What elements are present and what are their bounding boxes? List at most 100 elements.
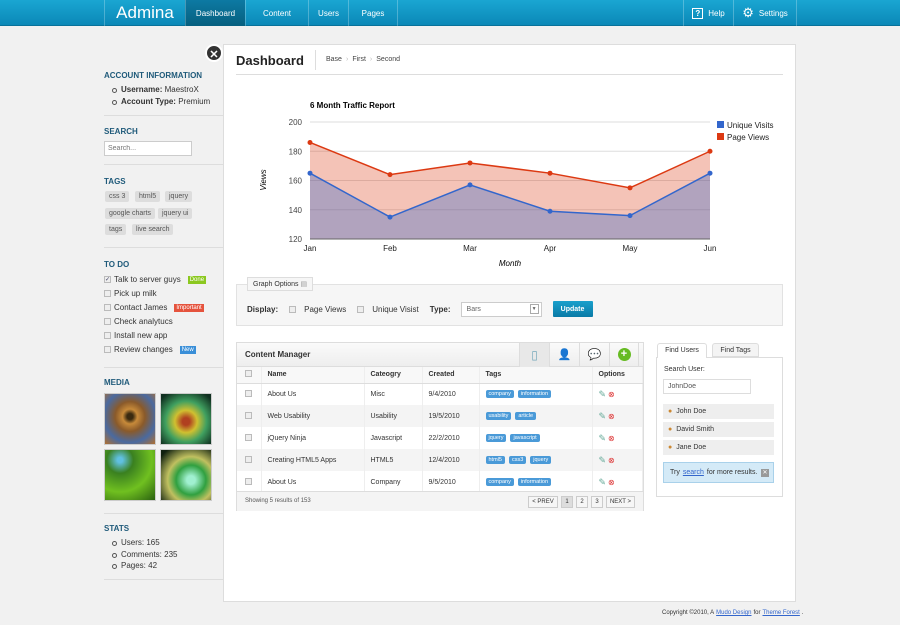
nav-dashboard[interactable]: Dashboard bbox=[185, 0, 245, 26]
tag[interactable]: css 3 bbox=[105, 191, 130, 202]
table-row[interactable]: Creating HTML5 Apps HTML5 12/4/2010 html… bbox=[237, 449, 643, 471]
page-button[interactable]: 3 bbox=[591, 496, 603, 508]
logo[interactable]: Admina bbox=[104, 0, 185, 26]
column-header[interactable]: Tags bbox=[479, 367, 593, 384]
designer-link[interactable]: Mudo Design bbox=[716, 610, 752, 616]
tab-find-users[interactable]: Find Users bbox=[657, 343, 707, 358]
row-name[interactable]: About Us bbox=[261, 471, 365, 493]
graph-options-toggle[interactable]: Graph Options ▤ bbox=[247, 277, 314, 291]
row-checkbox[interactable] bbox=[245, 411, 252, 419]
media-thumbnail[interactable] bbox=[104, 393, 156, 445]
delete-icon[interactable]: ⊗ bbox=[608, 411, 615, 421]
table-row[interactable]: Web Usability Usability 19/5/2010 usabil… bbox=[237, 405, 643, 427]
todo-item[interactable]: Install new app bbox=[104, 331, 167, 340]
delete-icon[interactable]: ⊗ bbox=[608, 455, 615, 465]
nav-pages[interactable]: Pages bbox=[348, 0, 398, 26]
tag-badge[interactable]: html5 bbox=[485, 456, 505, 464]
todo-checkbox[interactable] bbox=[104, 318, 111, 325]
tag-badge[interactable]: company bbox=[485, 478, 514, 486]
help-button[interactable]: ? Help bbox=[683, 0, 733, 26]
media-thumbnail[interactable] bbox=[160, 393, 212, 445]
tag[interactable]: jquery bbox=[165, 191, 193, 202]
tag[interactable]: tags bbox=[105, 224, 127, 235]
user-icon[interactable]: 👤 bbox=[549, 343, 579, 367]
chart-type-select[interactable]: Bars ▼ bbox=[460, 301, 542, 317]
delete-icon[interactable]: ⊗ bbox=[608, 433, 615, 443]
row-name[interactable]: jQuery Ninja bbox=[261, 427, 365, 449]
edit-icon[interactable]: ✎ bbox=[598, 432, 607, 443]
todo-checkbox[interactable] bbox=[104, 332, 111, 339]
next-page-button[interactable]: NEXT > bbox=[606, 496, 635, 508]
unique-visits-checkbox[interactable] bbox=[357, 305, 365, 313]
prev-page-button[interactable]: < PREV bbox=[528, 496, 558, 508]
todo-item[interactable]: ✓ Talk to server guys Done bbox=[104, 275, 207, 284]
user-result[interactable]: ● Jane Doe bbox=[663, 440, 774, 455]
page-button[interactable]: 1 bbox=[561, 496, 573, 508]
breadcrumb-item[interactable]: First bbox=[352, 56, 366, 63]
row-checkbox[interactable] bbox=[245, 389, 252, 397]
delete-icon[interactable]: ⊗ bbox=[608, 477, 615, 487]
todo-checkbox[interactable]: ✓ bbox=[104, 276, 111, 283]
todo-item[interactable]: Pick up milk bbox=[104, 289, 157, 298]
delete-icon[interactable]: ⊗ bbox=[608, 389, 615, 399]
add-icon[interactable]: + bbox=[609, 343, 639, 367]
sidebar-search-input[interactable] bbox=[104, 141, 192, 156]
column-header[interactable]: Cateogry bbox=[364, 367, 423, 384]
edit-icon[interactable]: ✎ bbox=[598, 388, 607, 399]
tag-badge[interactable]: usability bbox=[485, 412, 512, 420]
tab-find-tags[interactable]: Find Tags bbox=[712, 343, 759, 357]
search-link[interactable]: search bbox=[682, 469, 704, 476]
column-header[interactable]: Name bbox=[261, 367, 365, 384]
breadcrumb-item[interactable]: Base bbox=[326, 56, 342, 63]
todo-item[interactable]: Contact James Important bbox=[104, 303, 204, 312]
theme-forest-link[interactable]: Theme Forest bbox=[762, 610, 800, 616]
tag[interactable]: jquery ui bbox=[158, 208, 193, 219]
nav-users[interactable]: Users bbox=[308, 0, 348, 26]
tag-badge[interactable]: article bbox=[515, 412, 537, 420]
row-checkbox[interactable] bbox=[245, 477, 252, 485]
media-thumbnail[interactable] bbox=[160, 449, 212, 501]
tag-badge[interactable]: jquery bbox=[485, 434, 507, 442]
row-checkbox[interactable] bbox=[245, 433, 252, 441]
todo-checkbox[interactable] bbox=[104, 304, 111, 311]
todo-item[interactable]: Review changes New bbox=[104, 345, 196, 354]
close-sidebar-icon[interactable]: ✕ bbox=[205, 44, 223, 62]
user-result[interactable]: ● David Smith bbox=[663, 422, 774, 437]
select-all-checkbox[interactable] bbox=[245, 370, 252, 378]
row-name[interactable]: About Us bbox=[261, 383, 365, 405]
tag[interactable]: live search bbox=[132, 224, 174, 235]
breadcrumb-item[interactable]: Second bbox=[376, 56, 401, 63]
tag[interactable]: google charts bbox=[105, 208, 156, 219]
table-row[interactable]: jQuery Ninja Javascript 22/2/2010 jquery… bbox=[237, 427, 643, 449]
column-header[interactable]: Created bbox=[422, 367, 480, 384]
todo-checkbox[interactable] bbox=[104, 290, 111, 297]
tag-badge[interactable]: css3 bbox=[508, 456, 527, 464]
tag-badge[interactable]: jquery bbox=[530, 456, 552, 464]
edit-icon[interactable]: ✎ bbox=[598, 476, 607, 487]
row-name[interactable]: Web Usability bbox=[261, 405, 365, 427]
search-user-input[interactable] bbox=[663, 379, 751, 394]
table-row[interactable]: About Us Company 9/5/2010 company informa… bbox=[237, 471, 643, 493]
nav-content[interactable]: Content bbox=[245, 0, 308, 26]
todo-item[interactable]: Check analytucs bbox=[104, 317, 173, 326]
table-row[interactable]: About Us Misc 9/4/2010 company informatio… bbox=[237, 383, 643, 405]
page-views-checkbox[interactable] bbox=[289, 305, 297, 313]
row-name[interactable]: Creating HTML5 Apps bbox=[261, 449, 365, 471]
edit-icon[interactable]: ✎ bbox=[598, 454, 607, 465]
tag[interactable]: html5 bbox=[135, 191, 161, 202]
tag-badge[interactable]: information bbox=[517, 478, 552, 486]
page-button[interactable]: 2 bbox=[576, 496, 588, 508]
update-button[interactable]: Update bbox=[552, 301, 593, 317]
tag-badge[interactable]: company bbox=[485, 390, 514, 399]
tag-badge[interactable]: information bbox=[517, 390, 552, 399]
comments-icon[interactable]: 💬 bbox=[579, 343, 609, 367]
row-checkbox[interactable] bbox=[245, 455, 252, 463]
close-icon[interactable]: ✕ bbox=[761, 468, 769, 477]
media-thumbnail[interactable] bbox=[104, 449, 156, 501]
user-result[interactable]: ● John Doe bbox=[663, 404, 774, 419]
pages-icon[interactable]: ▯ bbox=[519, 343, 549, 367]
edit-icon[interactable]: ✎ bbox=[598, 410, 607, 421]
tag-badge[interactable]: javascript bbox=[510, 434, 540, 442]
settings-button[interactable]: ⚙ Settings bbox=[733, 0, 797, 26]
todo-checkbox[interactable] bbox=[104, 346, 111, 353]
